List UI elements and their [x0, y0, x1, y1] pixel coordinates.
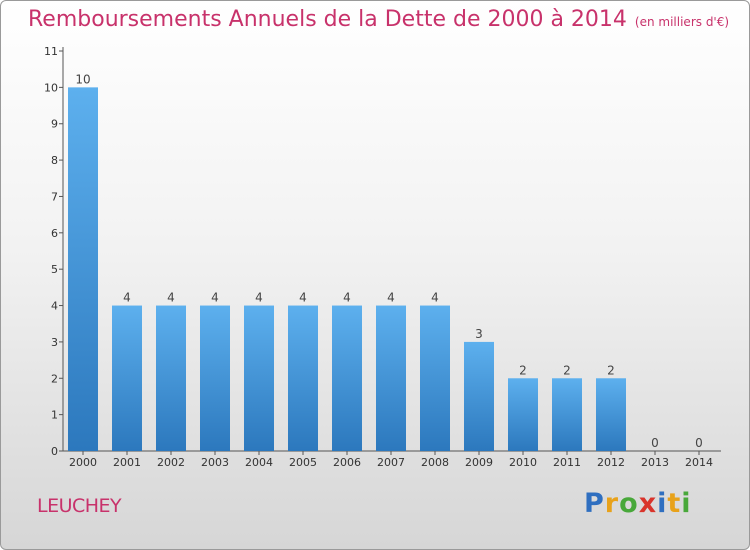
y-tick-label: 10	[44, 81, 58, 94]
bar-value-label: 2	[563, 363, 571, 377]
chart-title: Remboursements Annuels de la Dette de 20…	[28, 7, 729, 32]
x-tick-label: 2014	[685, 456, 713, 469]
title-text: Remboursements Annuels de la Dette de 20…	[28, 7, 627, 32]
town-name: LEUCHEY	[37, 495, 122, 517]
x-tick-label: 2000	[69, 456, 97, 469]
title-unit: (en milliers d'€)	[634, 15, 730, 29]
bar-value-label: 4	[123, 291, 131, 305]
y-tick-label: 1	[51, 409, 58, 422]
y-tick-label: 6	[51, 227, 58, 240]
logo-letter: i	[657, 488, 668, 519]
bar-value-label: 2	[607, 363, 615, 377]
y-tick-label: 11	[44, 45, 58, 58]
logo-letter: t	[667, 488, 682, 519]
bar	[464, 341, 494, 451]
x-tick-label: 2010	[509, 456, 537, 469]
bar-value-label: 4	[167, 291, 175, 305]
bar	[68, 87, 98, 451]
logo-letter: P	[584, 488, 605, 519]
x-tick-label: 2004	[245, 456, 273, 469]
bar-value-label: 4	[387, 291, 395, 305]
bar-value-label: 4	[299, 291, 307, 305]
logo-letter: o	[619, 488, 639, 519]
x-tick-label: 2005	[289, 456, 317, 469]
proxiti-logo: Proxiti	[584, 488, 692, 519]
bar-value-label: 10	[75, 72, 90, 86]
x-tick-label: 2012	[597, 456, 625, 469]
x-tick-label: 2006	[333, 456, 361, 469]
bar-value-label: 4	[343, 291, 351, 305]
y-tick-label: 3	[51, 336, 58, 349]
bar-value-label: 4	[431, 291, 439, 305]
y-tick-label: 0	[51, 445, 58, 458]
bar	[376, 305, 406, 451]
x-tick-label: 2013	[641, 456, 669, 469]
y-tick-label: 9	[51, 118, 58, 131]
bar	[112, 305, 142, 451]
x-tick-label: 2008	[421, 456, 449, 469]
bar	[156, 305, 186, 451]
logo-letter: x	[638, 488, 658, 519]
x-tick-label: 2003	[201, 456, 229, 469]
bar-value-label: 4	[255, 291, 263, 305]
bar-value-label: 2	[519, 363, 527, 377]
bar	[420, 305, 450, 451]
y-tick-label: 4	[51, 300, 58, 313]
y-tick-label: 8	[51, 154, 58, 167]
bar	[200, 305, 230, 451]
logo-letter: i	[681, 488, 692, 519]
logo-letter: r	[604, 488, 620, 519]
y-tick-label: 5	[51, 263, 58, 276]
bar-value-label: 3	[475, 327, 483, 341]
bar	[508, 378, 538, 451]
bar	[596, 378, 626, 451]
y-tick-label: 2	[51, 372, 58, 385]
bar-value-label: 0	[695, 436, 703, 450]
y-tick-label: 7	[51, 190, 58, 203]
bar	[244, 305, 274, 451]
x-tick-label: 2007	[377, 456, 405, 469]
bar-value-label: 4	[211, 291, 219, 305]
x-tick-label: 2001	[113, 456, 141, 469]
bar	[552, 378, 582, 451]
bar	[288, 305, 318, 451]
x-tick-label: 2011	[553, 456, 581, 469]
bar	[332, 305, 362, 451]
bar-value-label: 0	[651, 436, 659, 450]
x-tick-label: 2009	[465, 456, 493, 469]
x-tick-label: 2002	[157, 456, 185, 469]
